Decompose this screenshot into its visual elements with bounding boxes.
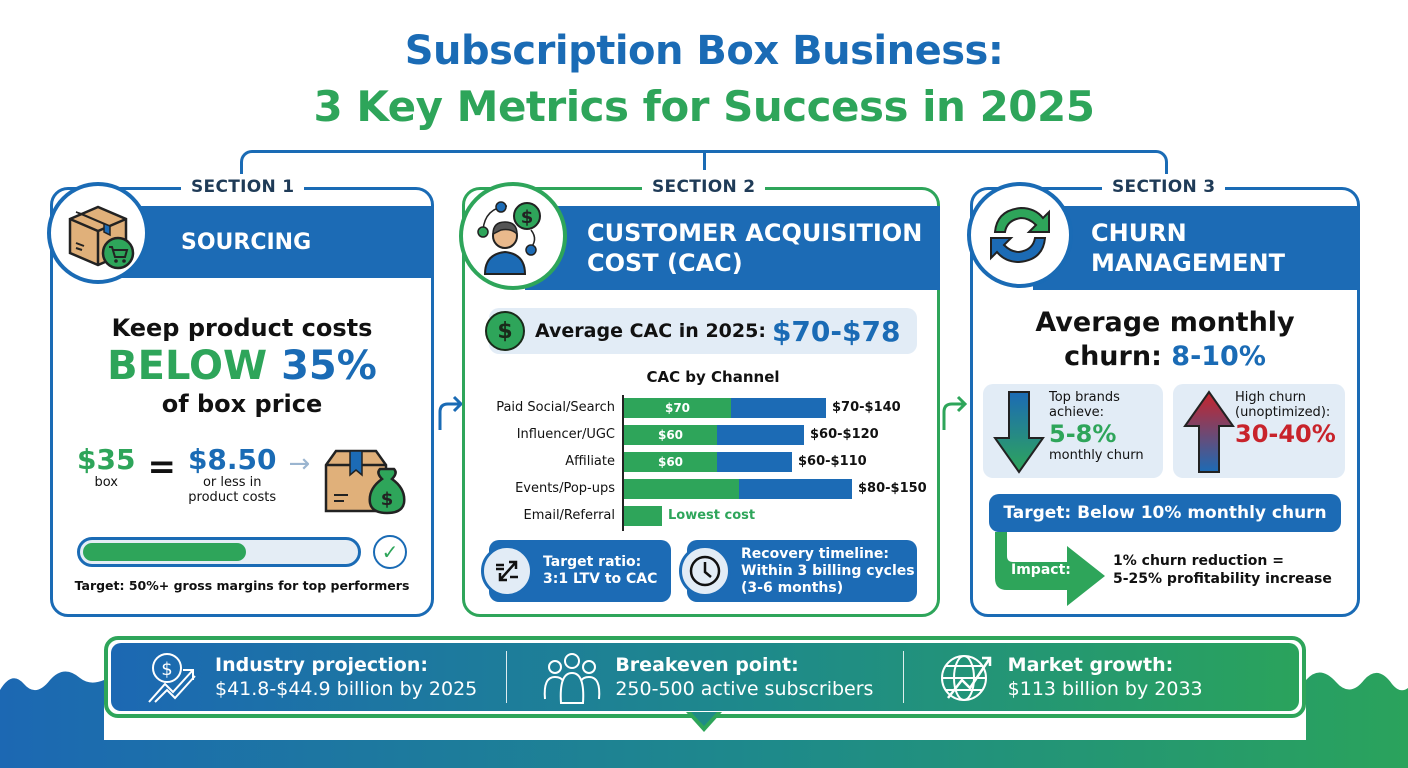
card-churn: SECTION 3 CHURN MANAGEMENT Average monthl… xyxy=(967,177,1360,617)
churn-headline: Average monthly churn: 8-10% xyxy=(1035,307,1295,372)
lowest-cost-note: Lowest cost xyxy=(668,508,756,523)
bar-row: Paid Social/Search $70 $70-$140 xyxy=(465,398,937,418)
section-label: SECTION 1 xyxy=(181,177,305,197)
dollar-growth-icon: $ xyxy=(148,653,196,703)
callout-pointer-inner xyxy=(691,712,717,726)
connector-arrow-icon xyxy=(942,395,968,430)
person-network-dollar-icon: $ xyxy=(459,182,567,290)
globe-growth-icon xyxy=(940,655,991,701)
section-banner: CHURN MANAGEMENT xyxy=(1033,206,1360,290)
churn-target-banner: Target: Below 10% monthly churn xyxy=(989,494,1341,532)
bar-high xyxy=(739,479,852,499)
top-brands-churn-value: 5-8% xyxy=(1049,420,1117,448)
impact-arrow-icon xyxy=(995,532,1105,606)
bar-low xyxy=(624,479,739,499)
bracket-tick xyxy=(703,150,706,170)
stat-industry-projection: $ Industry projection: $41.8-$44.9 billi… xyxy=(111,648,506,706)
stats-callout: $ Industry projection: $41.8-$44.9 billi… xyxy=(104,636,1306,718)
bar-row: Events/Pop-ups $80-$150 xyxy=(465,479,937,499)
section-label: SECTION 2 xyxy=(642,177,766,197)
box-cart-icon xyxy=(47,182,149,284)
top-brands-tile: Top brands achieve: 5-8% monthly churn xyxy=(983,384,1163,478)
bar-row: Email/Referral Lowest cost xyxy=(465,506,937,526)
section-title-line2: MANAGEMENT xyxy=(1091,249,1285,277)
section-title-line2: COST (CAC) xyxy=(587,249,743,277)
impact-label: Impact: xyxy=(1011,562,1071,578)
ratio-arrows-icon xyxy=(481,545,533,597)
high-churn-value: 30-40% xyxy=(1235,420,1336,448)
section-title-line1: CUSTOMER ACQUISITION xyxy=(587,219,923,247)
bar-low: $60 xyxy=(624,425,717,445)
cost-equation: $35 box = $8.50 or less in product costs → … xyxy=(77,445,408,517)
equals-sign: = xyxy=(147,447,176,487)
percent-value: 35% xyxy=(281,343,377,389)
section-banner: SOURCING xyxy=(113,206,434,278)
section-title: SOURCING xyxy=(181,229,312,255)
bar-low: $70 xyxy=(624,398,731,418)
bar-row: Affiliate $60 $60-$110 xyxy=(465,452,937,472)
target-ratio-pill: Target ratio: 3:1 LTV to CAC xyxy=(481,540,671,602)
product-cost-value: $8.50 xyxy=(187,443,277,476)
chart-title: CAC by Channel xyxy=(646,368,780,386)
dollar-icon: $ xyxy=(485,311,525,351)
bar-high xyxy=(731,398,826,418)
churn-value: 8-10% xyxy=(1171,341,1266,372)
progress-fill xyxy=(83,543,247,561)
impact-text: 1% churn reduction = 5-25% profitability… xyxy=(1113,553,1332,587)
sourcing-target: Target: 50%+ gross margins for top perfo… xyxy=(74,578,410,593)
box-money-bag-icon: $ xyxy=(325,449,406,515)
svg-text:$: $ xyxy=(521,207,534,228)
average-cac-value: $70-$78 xyxy=(771,314,901,348)
checkmark-icon: ✓ xyxy=(373,535,407,569)
svg-text:$: $ xyxy=(161,659,172,680)
page-title-line1: Subscription Box Business: xyxy=(404,28,1004,74)
margin-progress-bar xyxy=(77,537,361,567)
bar-high xyxy=(717,425,804,445)
stat-market-growth: Market growth: $113 billion by 2033 xyxy=(904,648,1299,706)
background-wave xyxy=(0,671,1408,768)
average-cac-box: $ Average CAC in 2025: $70-$78 xyxy=(485,308,917,354)
divider xyxy=(506,651,508,703)
divider xyxy=(902,651,904,703)
card-cac: SECTION 2 CUSTOMER ACQUISITION COST (CAC)… xyxy=(459,177,940,617)
below-text: BELOW xyxy=(107,343,268,389)
bar-row: Influencer/UGC $60 $60-$120 xyxy=(465,425,937,445)
arrow-down-icon xyxy=(993,391,1045,474)
arrow-right-icon: → xyxy=(288,449,311,479)
recovery-timeline-pill: Recovery timeline: Within 3 billing cycle… xyxy=(679,540,917,602)
stat-breakeven: Breakeven point: 250-500 active subscrib… xyxy=(507,649,902,705)
high-churn-tile: High churn (unoptimized): 30-40% xyxy=(1173,384,1345,478)
bar-low: $60 xyxy=(624,452,717,472)
section-label: SECTION 3 xyxy=(1102,177,1226,197)
people-group-icon xyxy=(544,653,601,704)
bar-low xyxy=(624,506,662,526)
clock-icon xyxy=(679,545,731,597)
chart-axis xyxy=(622,395,624,531)
section-title-line1: CHURN xyxy=(1091,219,1187,247)
card-sourcing: SECTION 1 SOURCING Keep product costs BE… xyxy=(47,177,434,617)
arrow-up-icon xyxy=(1183,390,1235,473)
bar-high xyxy=(717,452,792,472)
sourcing-headline: Keep product costs BELOW 35% of box pric… xyxy=(107,314,377,418)
svg-text:$: $ xyxy=(381,489,394,510)
connector-arrow-icon xyxy=(438,395,464,430)
refresh-cycle-icon xyxy=(967,182,1073,288)
section-banner: CUSTOMER ACQUISITION COST (CAC) xyxy=(525,206,940,290)
page-title-line2: 3 Key Metrics for Success in 2025 xyxy=(313,82,1095,131)
box-price: $35 xyxy=(77,443,136,476)
